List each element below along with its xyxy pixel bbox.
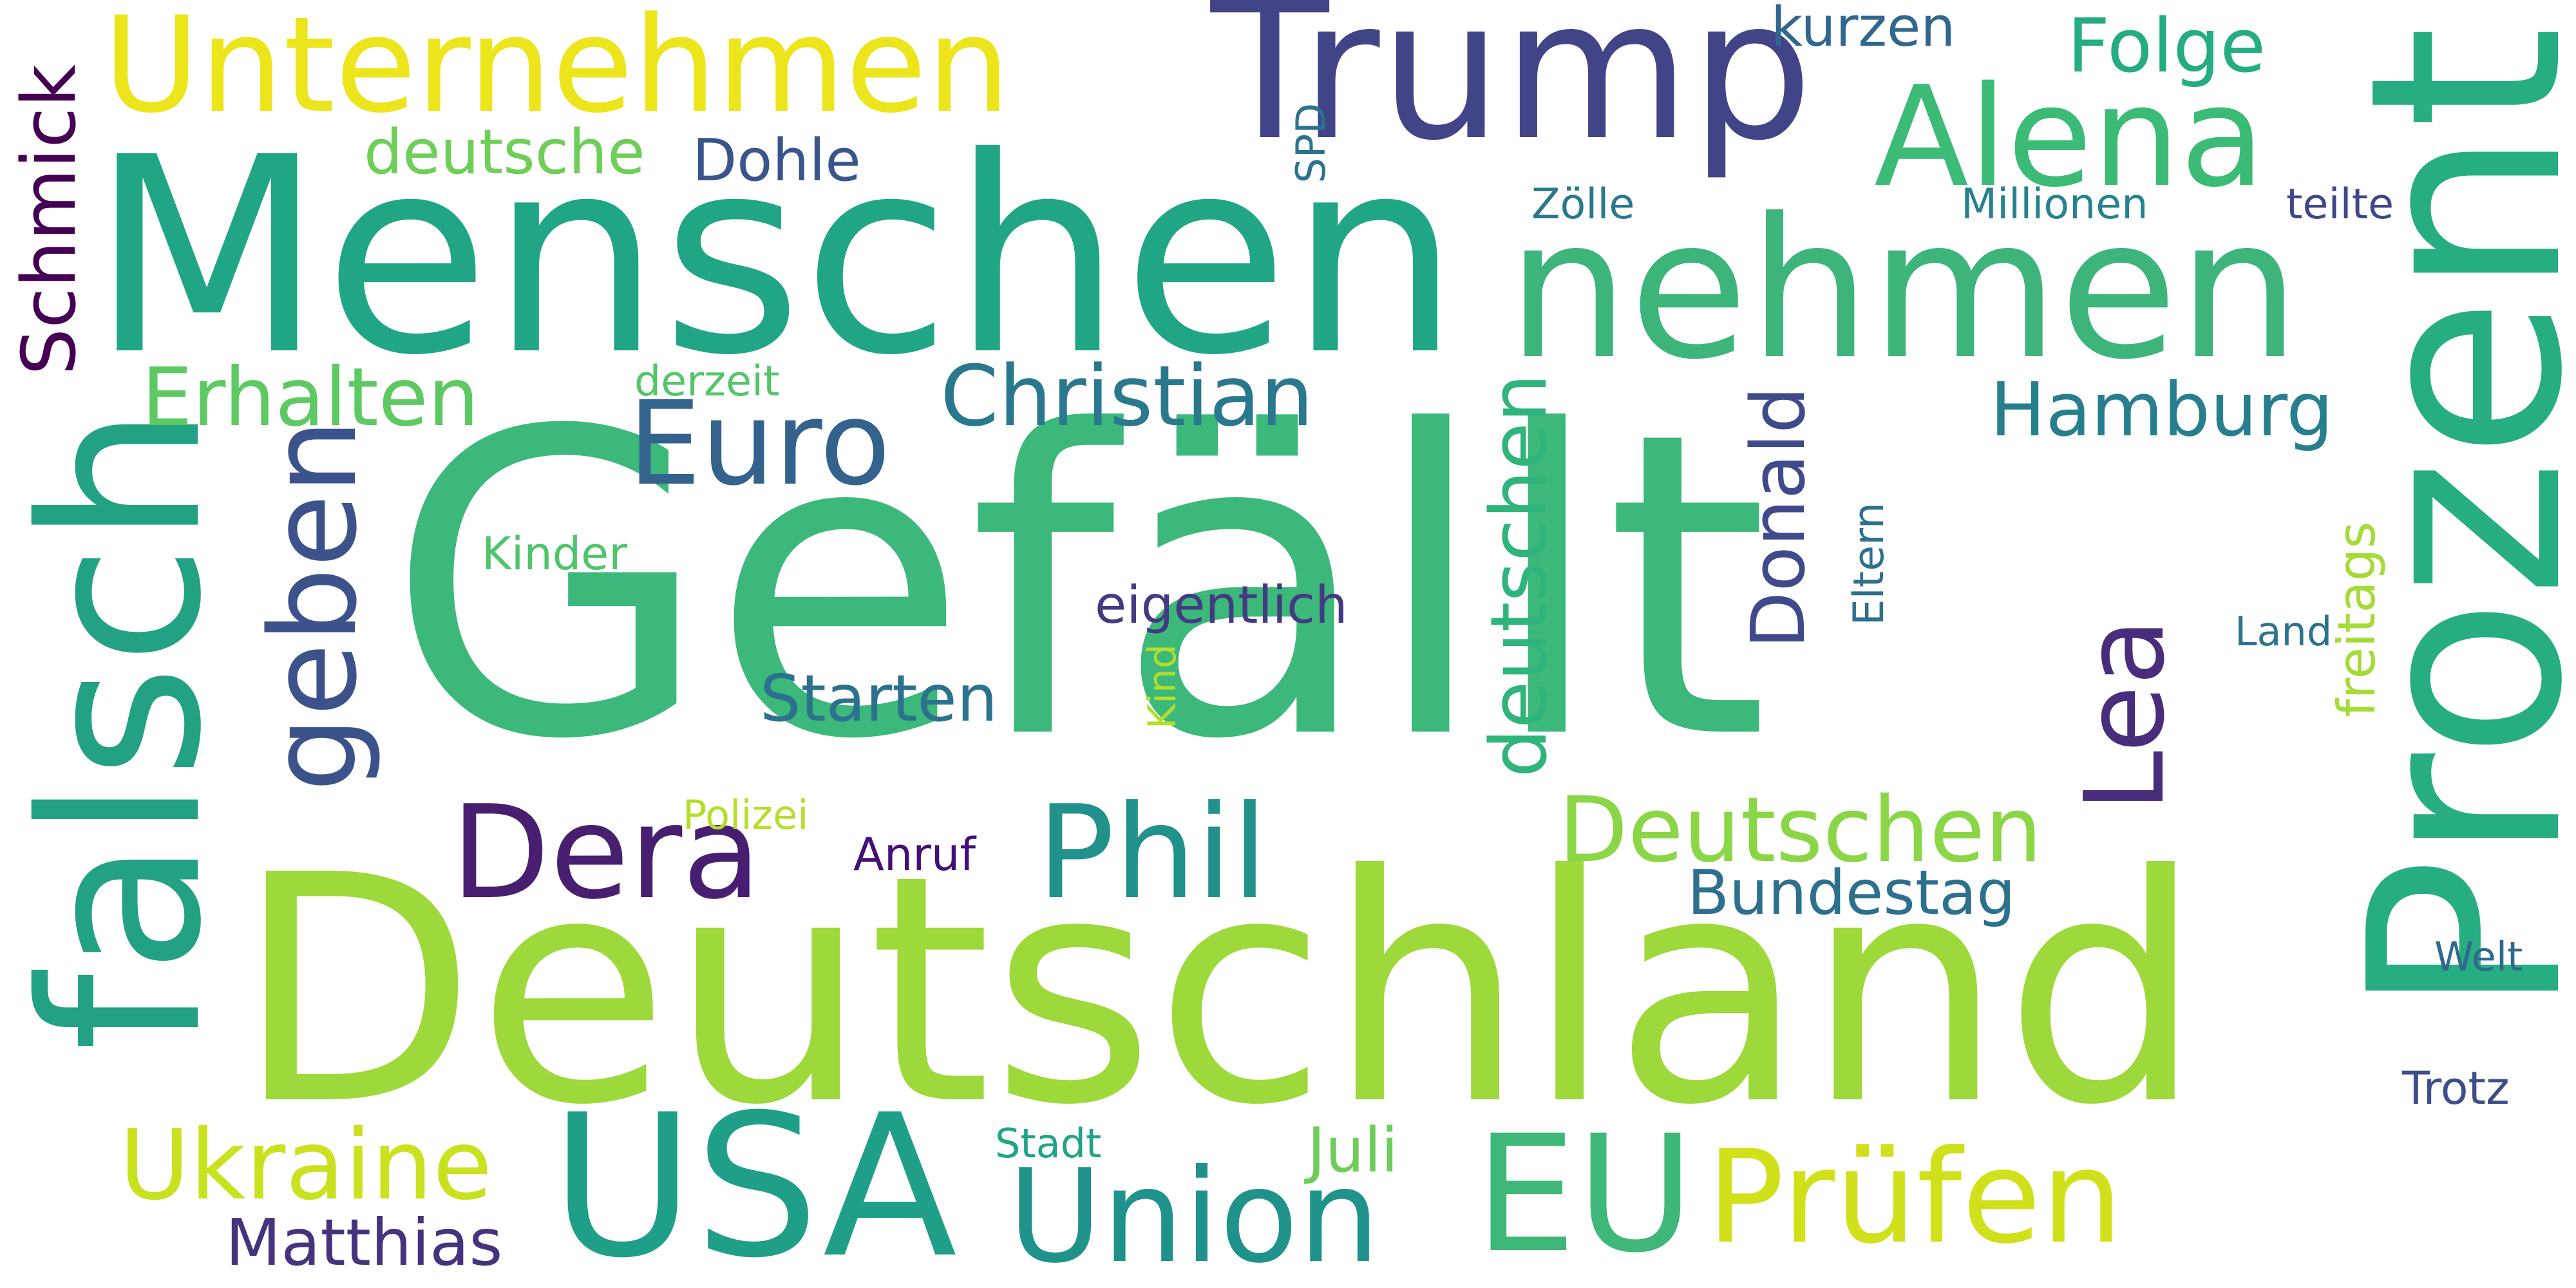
word-menschen: Menschen <box>90 100 1461 415</box>
word-starten: Starten <box>760 661 998 736</box>
word-falsch: falsch <box>0 406 250 1052</box>
word-union: Union <box>1008 1142 1380 1288</box>
word-alena: Alena <box>1874 56 2266 218</box>
word-kinder: Kinder <box>482 527 627 580</box>
word-kurzen: kurzen <box>1771 0 1956 59</box>
word-deutsche: deutsche <box>364 117 645 188</box>
word-bundestag: Bundestag <box>1687 858 2016 929</box>
word-derzeit: derzeit <box>634 357 780 406</box>
word-folge: Folge <box>2067 3 2266 90</box>
word-eigentlich: eigentlich <box>1095 575 1348 635</box>
word-phil: Phil <box>1037 778 1268 928</box>
word-eu: EU <box>1475 1101 1694 1288</box>
word-freitags: freitags <box>2327 522 2387 717</box>
word-hamburg: Hamburg <box>1990 367 2334 453</box>
word-donald: Donald <box>1736 386 1822 649</box>
word-millionen: Millionen <box>1961 180 2148 229</box>
word-deutschen-vertical: deutschen <box>1475 374 1564 778</box>
word-polizei: Polizei <box>683 791 809 838</box>
word-dohle: Dohle <box>692 127 861 194</box>
word-usa: USA <box>551 1072 958 1288</box>
word-zoelle: Zölle <box>1531 180 1635 229</box>
word-kind: Kind <box>1140 644 1185 730</box>
word-welt: Welt <box>2434 933 2523 980</box>
word-stadt: Stadt <box>995 1120 1102 1167</box>
word-gefaellt: Gefällt <box>386 344 1769 831</box>
word-pruefen: Prüfen <box>1707 1122 2123 1273</box>
word-schmick: Schmick <box>6 64 93 375</box>
word-trump: Trump <box>1211 0 1814 183</box>
word-land: Land <box>2235 608 2333 655</box>
word-geben: geben <box>244 419 383 792</box>
word-deutschen: Deutschen <box>1558 778 2043 883</box>
word-spd: SPD <box>1287 103 1334 184</box>
word-eltern: Eltern <box>1845 502 1893 626</box>
word-dera: Dera <box>451 778 761 928</box>
word-trotz: Trotz <box>2402 1062 2510 1115</box>
word-matthias: Matthias <box>225 1205 503 1280</box>
word-anruf: Anruf <box>853 828 976 881</box>
word-euro: Euro <box>628 377 891 511</box>
word-ukraine: Ukraine <box>119 1110 493 1222</box>
word-nehmen: nehmen <box>1507 177 2300 402</box>
word-erhalten: Erhalten <box>142 351 479 444</box>
word-unternehmen: Unternehmen <box>103 0 1010 142</box>
word-deutschland: Deutschland <box>235 808 2203 1173</box>
word-christian: Christian <box>940 347 1314 445</box>
word-teilte: teilte <box>2286 180 2394 229</box>
word-lea: Lea <box>2061 618 2189 812</box>
word-juli: Juli <box>1307 1115 1399 1186</box>
